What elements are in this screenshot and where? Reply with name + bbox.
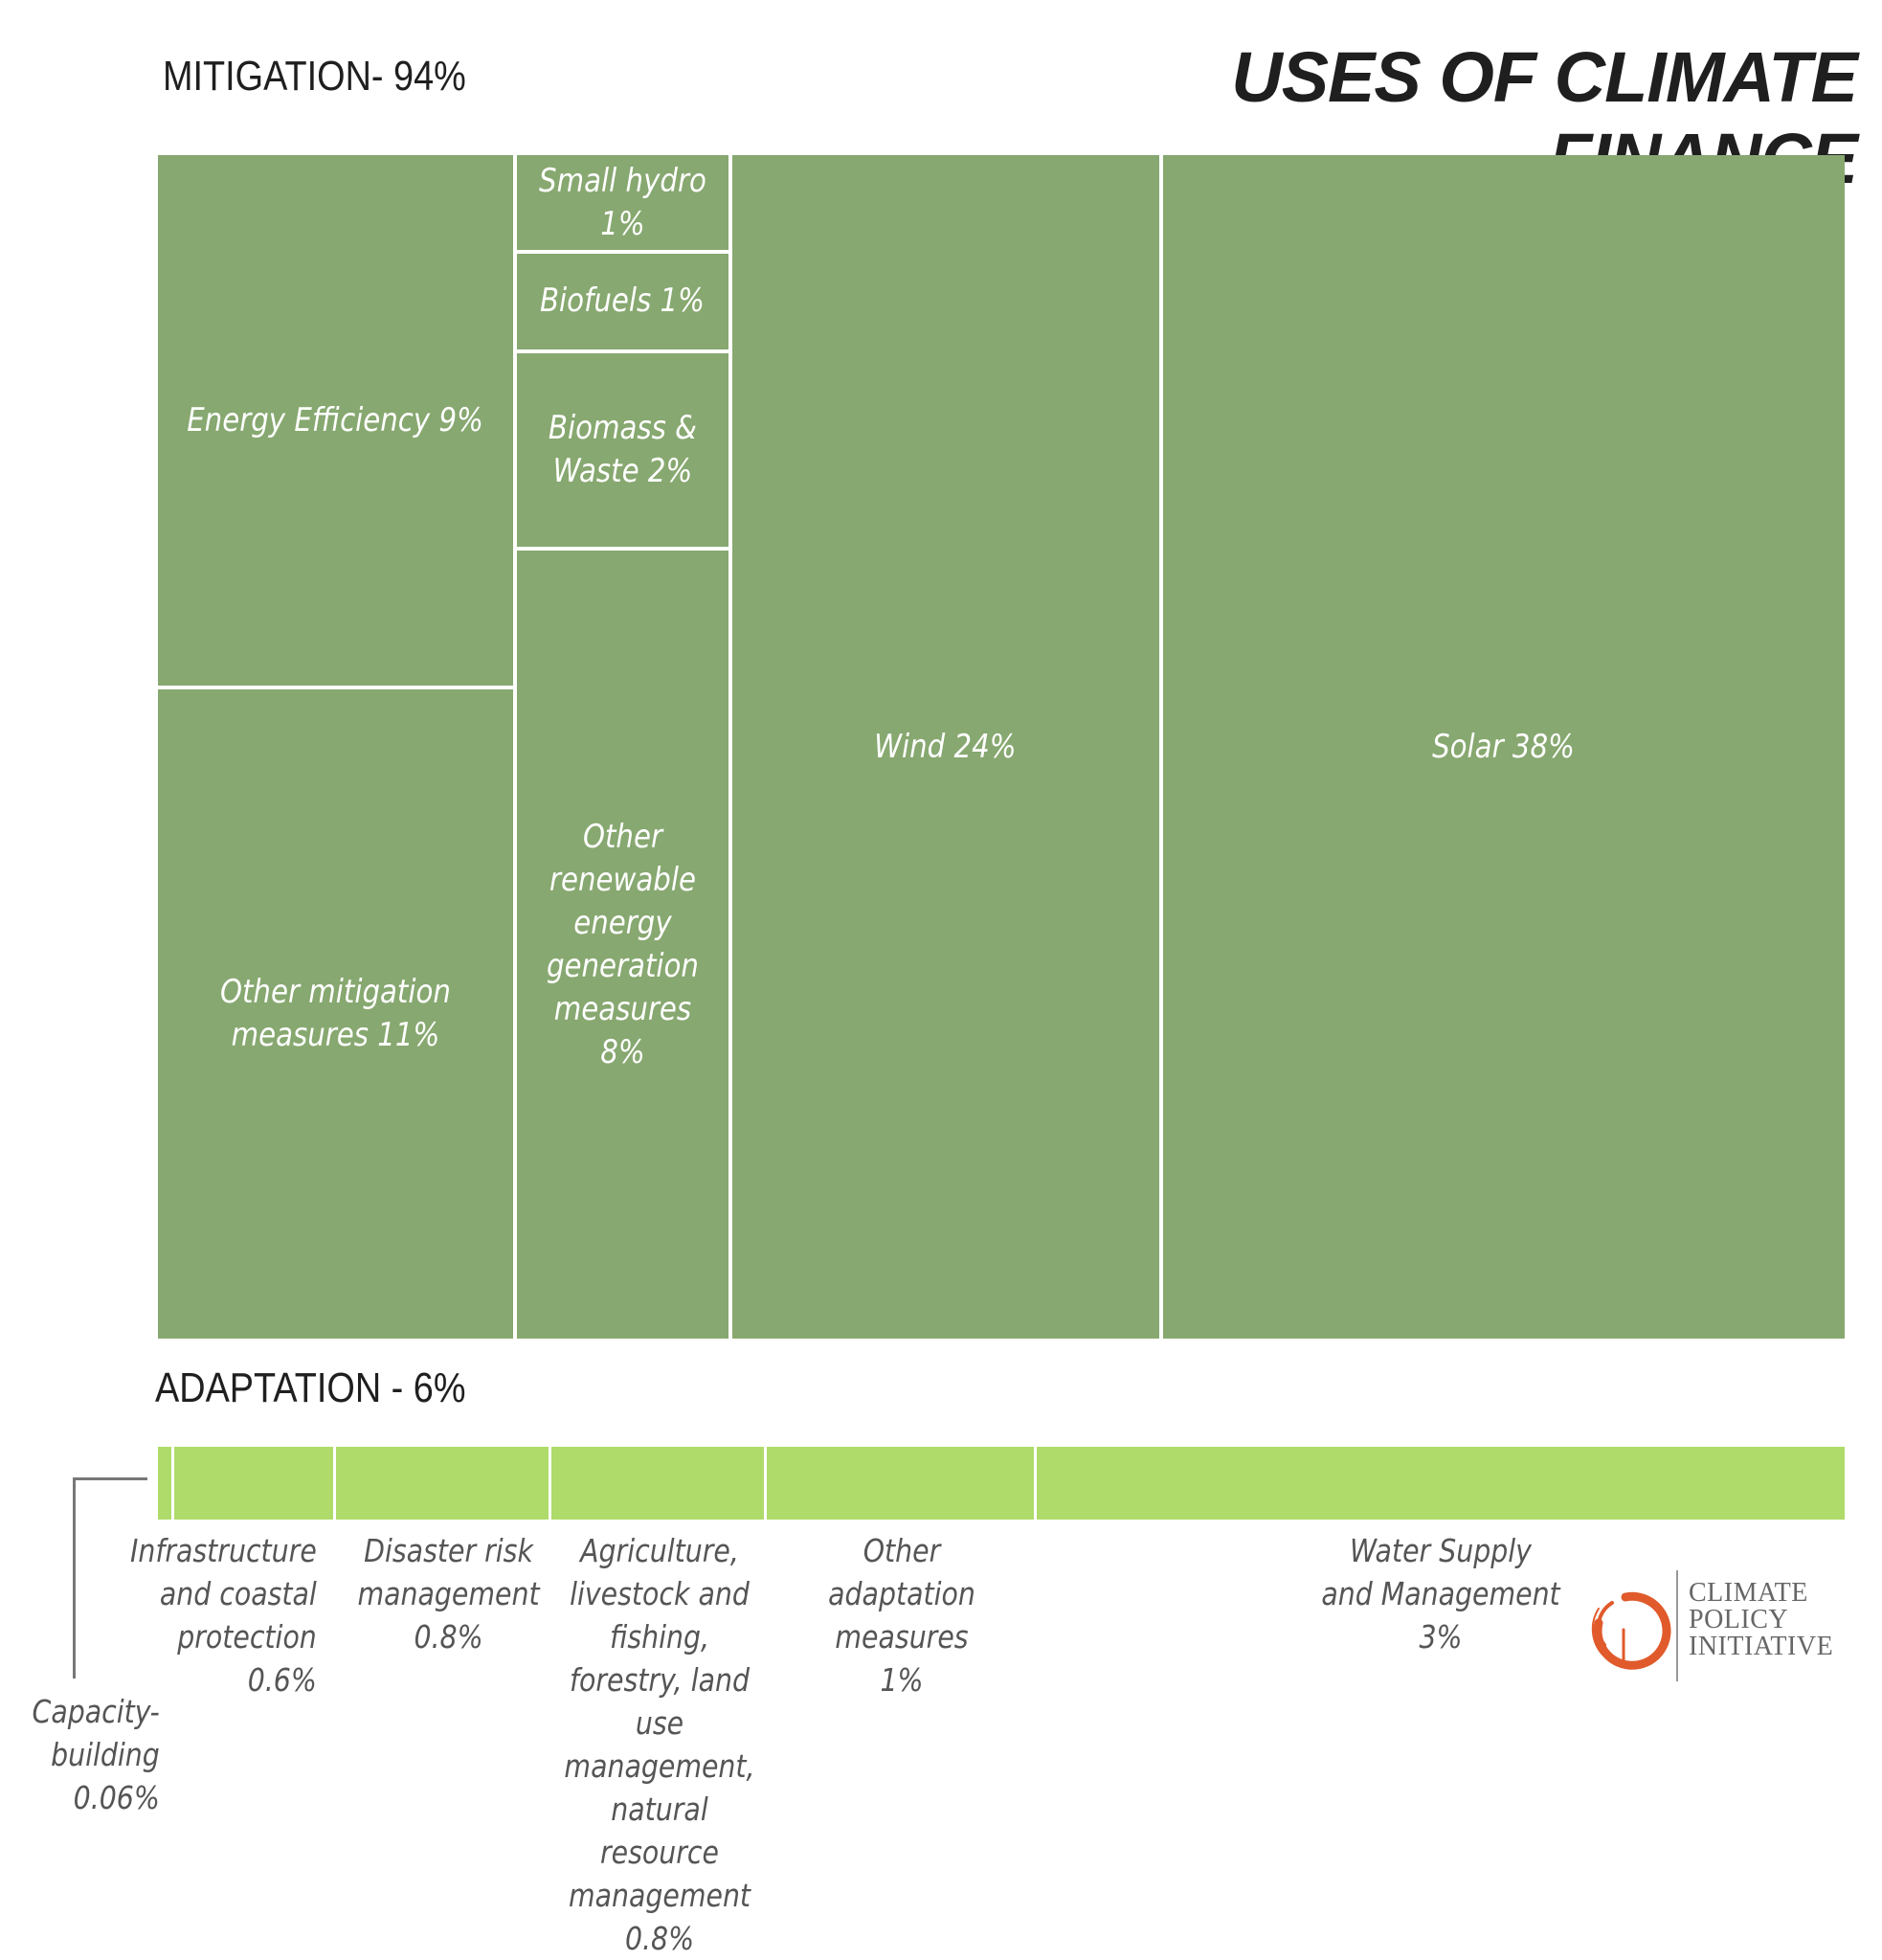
cell-label-other-renewable: Other renewable energy generation measur… <box>546 817 699 1071</box>
label-capacity-building: Capacity-building 0.06% <box>32 1693 160 1816</box>
logo-line-3: INITIATIVE <box>1689 1632 1834 1661</box>
cell-other-mitigation: Other mitigation measures 11% <box>158 689 513 1339</box>
cell-label-energy-efficiency: Energy Efficiency 9% <box>187 400 484 439</box>
bar-disaster-risk <box>335 1447 549 1520</box>
cell-label-biofuels: Biofuels 1% <box>540 282 706 321</box>
label-other-adaptation: Other adaptation measures 1% <box>827 1532 975 1699</box>
cell-biofuels: Biofuels 1% <box>516 254 728 349</box>
bar-capacity-building <box>158 1447 171 1520</box>
mitigation-label: MITIGATION- 94% <box>163 53 466 100</box>
logo-line-1: CLIMATE <box>1689 1578 1808 1608</box>
bar-infrastructure <box>173 1447 333 1520</box>
adaptation-label: ADAPTATION - 6% <box>155 1364 466 1411</box>
cell-label-wind: Wind 24% <box>874 727 1017 766</box>
bar-other-adaptation <box>767 1447 1034 1520</box>
climate-policy-initiative-logo <box>1591 1591 1671 1670</box>
logo-line-2: POLICY <box>1689 1605 1789 1634</box>
cell-biomass-waste: Biomass & Waste 2% <box>516 352 728 548</box>
cell-wind: Wind 24% <box>731 155 1159 1339</box>
capacity-leader-tick <box>73 1477 147 1480</box>
capacity-leader-line <box>73 1477 76 1678</box>
cell-label-biomass-waste: Biomass & Waste 2% <box>548 408 697 490</box>
logo-divider <box>1676 1570 1678 1681</box>
cell-label-other-mitigation: Other mitigation measures 11% <box>219 973 451 1054</box>
label-agriculture: Agriculture, livestock and fishing, fore… <box>563 1532 755 1957</box>
bar-water-supply <box>1036 1447 1845 1520</box>
logo-wordmark: CLIMATE POLICY INITIATIVE <box>1689 1580 1833 1660</box>
cell-solar: Solar 38% <box>1162 155 1845 1339</box>
logo-mark-icon <box>1591 1591 1671 1670</box>
cell-other-renewable: Other renewable energy generation measur… <box>516 551 728 1339</box>
label-infrastructure: Infrastructure and coastal protection 0.… <box>129 1532 317 1699</box>
cell-label-solar: Solar 38% <box>1432 727 1576 766</box>
label-water-supply: Water Supply and Management 3% <box>1321 1532 1560 1656</box>
label-disaster-risk: Disaster risk management 0.8% <box>357 1532 540 1656</box>
cell-label-small-hydro: Small hydro 1% <box>538 161 706 243</box>
bar-agriculture <box>550 1447 765 1520</box>
cell-energy-efficiency: Energy Efficiency 9% <box>158 155 513 686</box>
cell-small-hydro: Small hydro 1% <box>516 155 728 251</box>
